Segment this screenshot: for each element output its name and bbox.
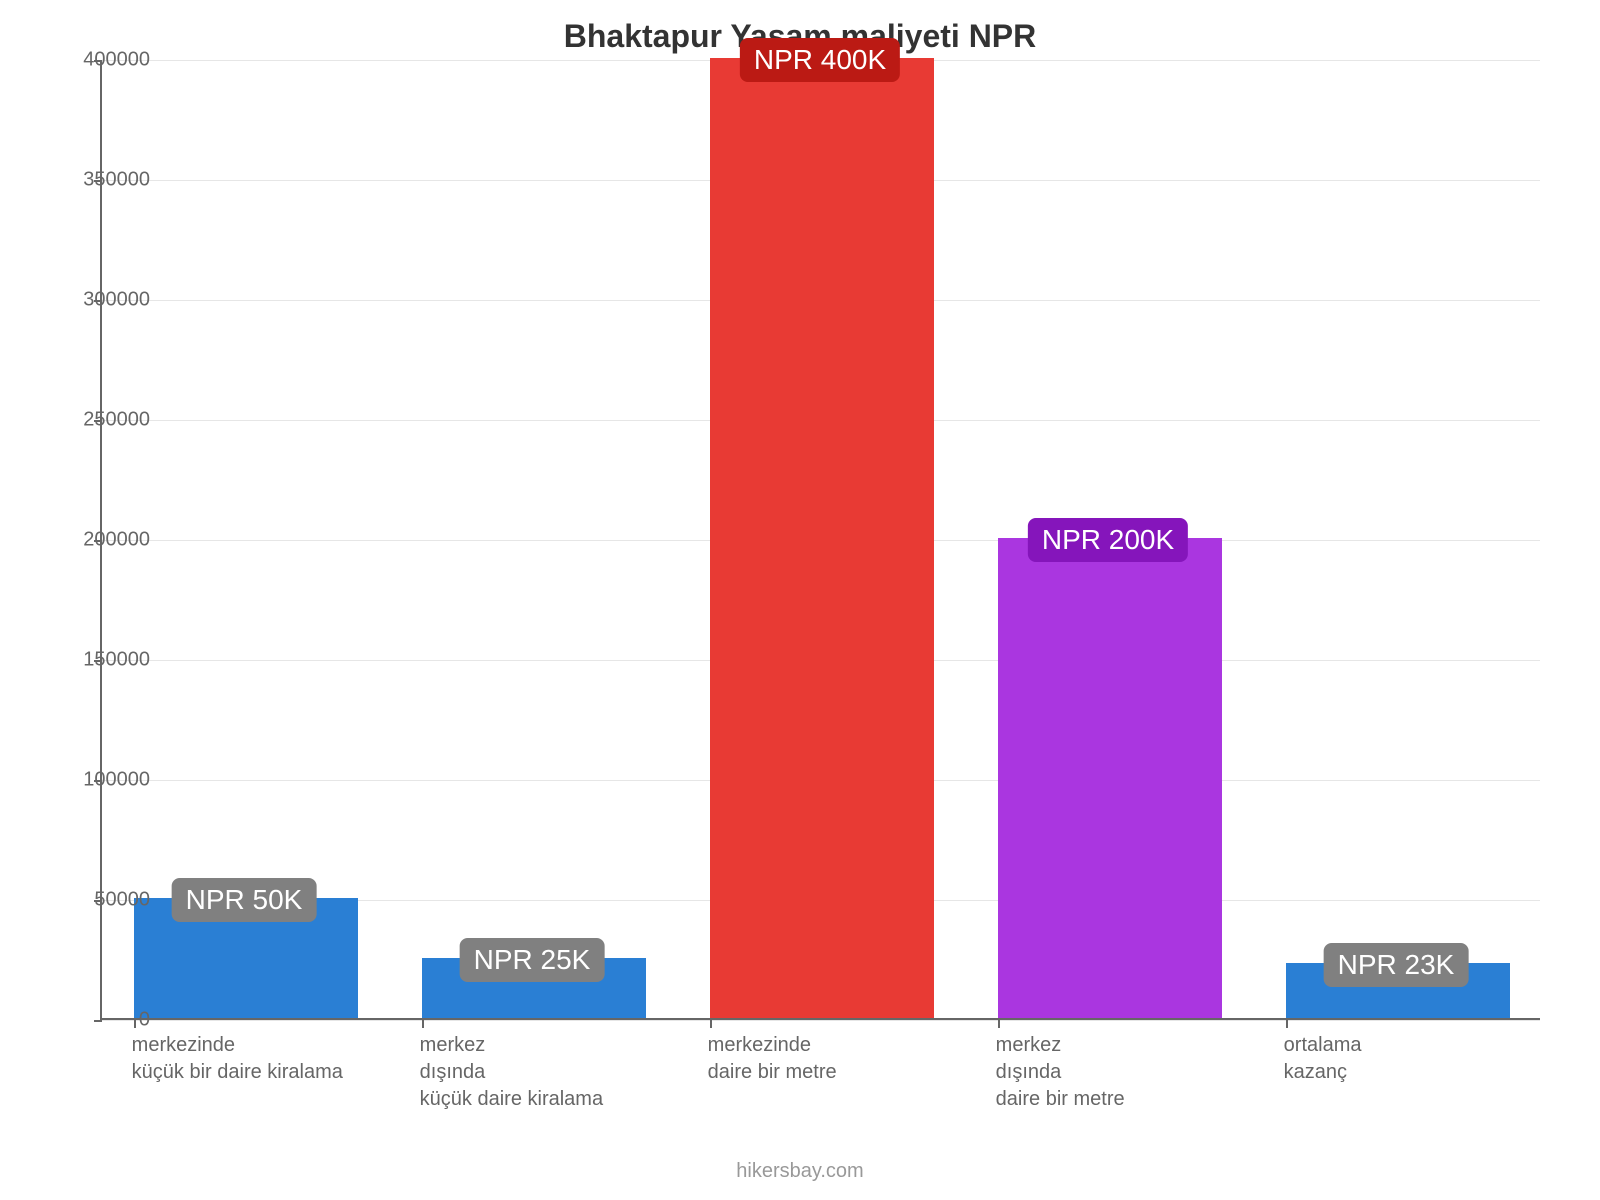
bar xyxy=(710,58,935,1018)
chart-container: Bhaktapur Yaşam maliyeti NPR hikersbay.c… xyxy=(0,0,1600,1200)
y-axis-label: 350000 xyxy=(83,169,150,192)
bar xyxy=(998,538,1223,1018)
x-axis-label: merkezinde küçük bir daire kiralama xyxy=(132,1032,343,1086)
plot-area xyxy=(100,60,1540,1020)
x-tick xyxy=(710,1020,712,1028)
y-axis-label: 50000 xyxy=(94,889,150,912)
x-tick xyxy=(1286,1020,1288,1028)
x-axis-label: merkezinde daire bir metre xyxy=(708,1032,837,1086)
y-axis-label: 100000 xyxy=(83,769,150,792)
bar-value-label: NPR 23K xyxy=(1324,943,1469,987)
bar-value-label: NPR 50K xyxy=(172,878,317,922)
bar-value-label: NPR 400K xyxy=(740,38,900,82)
y-axis-label: 300000 xyxy=(83,289,150,312)
credit-text: hikersbay.com xyxy=(0,1160,1600,1183)
y-axis-label: 200000 xyxy=(83,529,150,552)
x-tick xyxy=(134,1020,136,1028)
x-tick xyxy=(998,1020,1000,1028)
bar-value-label: NPR 200K xyxy=(1028,518,1188,562)
y-axis-label: 400000 xyxy=(83,49,150,72)
y-axis-label: 0 xyxy=(139,1009,150,1032)
x-axis-label: merkez dışında küçük daire kiralama xyxy=(420,1032,603,1113)
y-axis-label: 250000 xyxy=(83,409,150,432)
x-axis-label: ortalama kazanç xyxy=(1284,1032,1362,1086)
y-axis-label: 150000 xyxy=(83,649,150,672)
bar-value-label: NPR 25K xyxy=(460,938,605,982)
x-axis-label: merkez dışında daire bir metre xyxy=(996,1032,1125,1113)
y-tick xyxy=(94,1020,102,1022)
x-tick xyxy=(422,1020,424,1028)
gridline xyxy=(102,1020,1540,1021)
